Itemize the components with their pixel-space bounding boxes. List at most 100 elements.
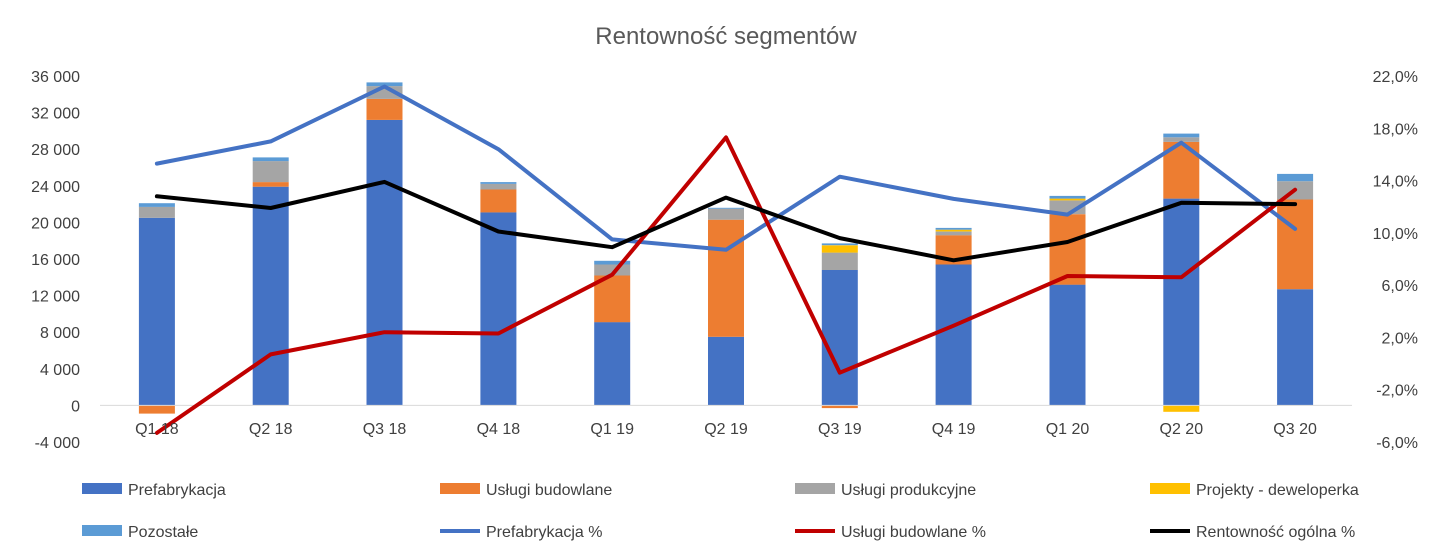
bar-5-q2-18 xyxy=(252,157,289,162)
left-tick-label: 16 000 xyxy=(31,252,80,269)
bar-5-q3-20 xyxy=(1277,173,1314,182)
right-tick-label: -2,0% xyxy=(1376,383,1418,400)
bars-layer xyxy=(138,82,1314,414)
bar-3-q1-19 xyxy=(594,264,631,276)
right-tick-label: 10,0% xyxy=(1373,226,1418,243)
bar-3-q1-18 xyxy=(138,206,175,218)
legend-item: Usługi produkcyjne xyxy=(795,482,976,499)
chart-title: Rentowność segmentów xyxy=(595,23,857,50)
x-tick-label: Q4 18 xyxy=(477,421,521,438)
bar-4-q2-20 xyxy=(1163,405,1200,412)
bar-2-q1-18 xyxy=(138,405,175,414)
bar-5-q2-20 xyxy=(1163,133,1200,138)
bar-1-q3-18 xyxy=(366,119,403,406)
left-tick-label: 0 xyxy=(71,398,80,415)
right-tick-label: -6,0% xyxy=(1376,435,1418,452)
legend-swatch xyxy=(795,483,835,494)
left-tick-label: 12 000 xyxy=(31,289,80,306)
bar-4-q3-19 xyxy=(821,245,858,253)
left-tick-label: -4 000 xyxy=(35,435,80,452)
bar-2-q2-18 xyxy=(252,182,289,187)
bar-1-q2-19 xyxy=(708,336,744,406)
legend-label: Projekty - deweloperka xyxy=(1196,482,1359,499)
bar-5-q3-18 xyxy=(366,82,403,87)
legend-item: Projekty - deweloperka xyxy=(1150,482,1359,499)
bar-3-q2-18 xyxy=(252,161,289,183)
bar-1-q2-18 xyxy=(252,186,289,406)
x-tick-label: Q3 20 xyxy=(1273,421,1317,438)
bar-1-q2-20 xyxy=(1163,198,1200,406)
bar-1-q4-18 xyxy=(480,212,517,406)
x-tick-label: Q1 18 xyxy=(135,421,179,438)
legend-label: Usługi budowlane xyxy=(486,482,612,499)
bar-2-q4-18 xyxy=(480,189,517,213)
right-tick-label: 6,0% xyxy=(1382,278,1418,295)
legend: Prefabrykacja Usługi budowlane Usługi prod… xyxy=(82,482,1359,541)
x-tick-label: Q3 18 xyxy=(363,421,407,438)
bar-1-q3-20 xyxy=(1277,289,1314,406)
right-axis-ticks: -6,0% -2,0% 2,0% 6,0% 10,0% 14,0% 18,0% 22,0% xyxy=(1373,69,1418,452)
line-series-3 xyxy=(154,179,1298,263)
legend-item: Usługi budowlane xyxy=(440,482,612,499)
left-tick-label: 8 000 xyxy=(40,325,80,342)
left-tick-label: 4 000 xyxy=(40,362,80,379)
bar-3-q2-19 xyxy=(708,208,744,220)
left-tick-label: 28 000 xyxy=(31,142,80,159)
bar-5-q3-19 xyxy=(821,243,858,246)
bar-3-q3-19 xyxy=(821,252,858,270)
legend-item: Rentowność ogólna % xyxy=(1150,524,1355,541)
legend-swatch xyxy=(82,525,122,536)
bar-4-q4-19 xyxy=(935,229,972,232)
x-tick-label: Q4 19 xyxy=(932,421,976,438)
legend-item: Usługi budowlane % xyxy=(795,524,986,541)
legend-swatch xyxy=(440,483,480,494)
bar-2-q1-19 xyxy=(594,275,631,323)
bar-1-q1-19 xyxy=(594,322,631,406)
left-axis-ticks: -4 000 0 4 000 8 000 12 000 16 000 20 000 24 00… xyxy=(31,69,80,452)
legend-item: Prefabrykacja xyxy=(82,482,226,499)
bar-3-q4-18 xyxy=(480,184,517,190)
bar-2-q2-19 xyxy=(708,219,744,337)
bar-3-q4-19 xyxy=(935,231,972,236)
left-tick-label: 24 000 xyxy=(31,179,80,196)
bar-2-q1-20 xyxy=(1049,214,1086,285)
legend-swatch xyxy=(82,483,122,494)
bar-5-q1-20 xyxy=(1049,195,1086,199)
legend-item: Pozostałe xyxy=(82,524,198,541)
bar-1-q3-19 xyxy=(821,270,858,406)
x-tick-label: Q3 19 xyxy=(818,421,862,438)
bar-5-q2-19 xyxy=(708,207,744,209)
bar-2-q3-18 xyxy=(366,98,403,120)
x-tick-label: Q1 20 xyxy=(1046,421,1090,438)
left-tick-label: 36 000 xyxy=(31,69,80,86)
x-tick-label: Q2 20 xyxy=(1160,421,1204,438)
legend-swatch xyxy=(1150,483,1190,494)
bar-1-q4-19 xyxy=(935,264,972,406)
right-tick-label: 22,0% xyxy=(1373,69,1418,86)
line-series-2 xyxy=(154,135,1298,435)
lines-layer xyxy=(154,84,1298,435)
bar-5-q4-18 xyxy=(480,182,517,184)
bar-4-q1-20 xyxy=(1049,198,1086,201)
x-tick-label: Q1 19 xyxy=(590,421,634,438)
line-series-1 xyxy=(154,84,1298,252)
right-tick-label: 18,0% xyxy=(1373,121,1418,138)
right-tick-label: 2,0% xyxy=(1382,330,1418,347)
legend-label: Prefabrykacja xyxy=(128,482,226,499)
left-tick-label: 32 000 xyxy=(31,106,80,123)
legend-label: Usługi budowlane % xyxy=(841,524,986,541)
legend-label: Pozostałe xyxy=(128,524,198,541)
bar-2-q3-20 xyxy=(1277,199,1314,290)
bar-2-q3-19 xyxy=(821,405,858,409)
x-tick-label: Q2 19 xyxy=(704,421,748,438)
x-axis-ticks: Q1 18 Q2 18 Q3 18 Q4 18 Q1 19 Q2 19 Q3 19 Q4 19… xyxy=(135,421,1317,438)
x-tick-label: Q2 18 xyxy=(249,421,293,438)
left-tick-label: 20 000 xyxy=(31,215,80,232)
legend-label: Rentowność ogólna % xyxy=(1196,524,1355,541)
bar-3-q2-20 xyxy=(1163,137,1200,142)
legend-label: Usługi produkcyjne xyxy=(841,482,976,499)
legend-item: Prefabrykacja % xyxy=(440,524,603,541)
bar-1-q1-18 xyxy=(138,217,175,406)
